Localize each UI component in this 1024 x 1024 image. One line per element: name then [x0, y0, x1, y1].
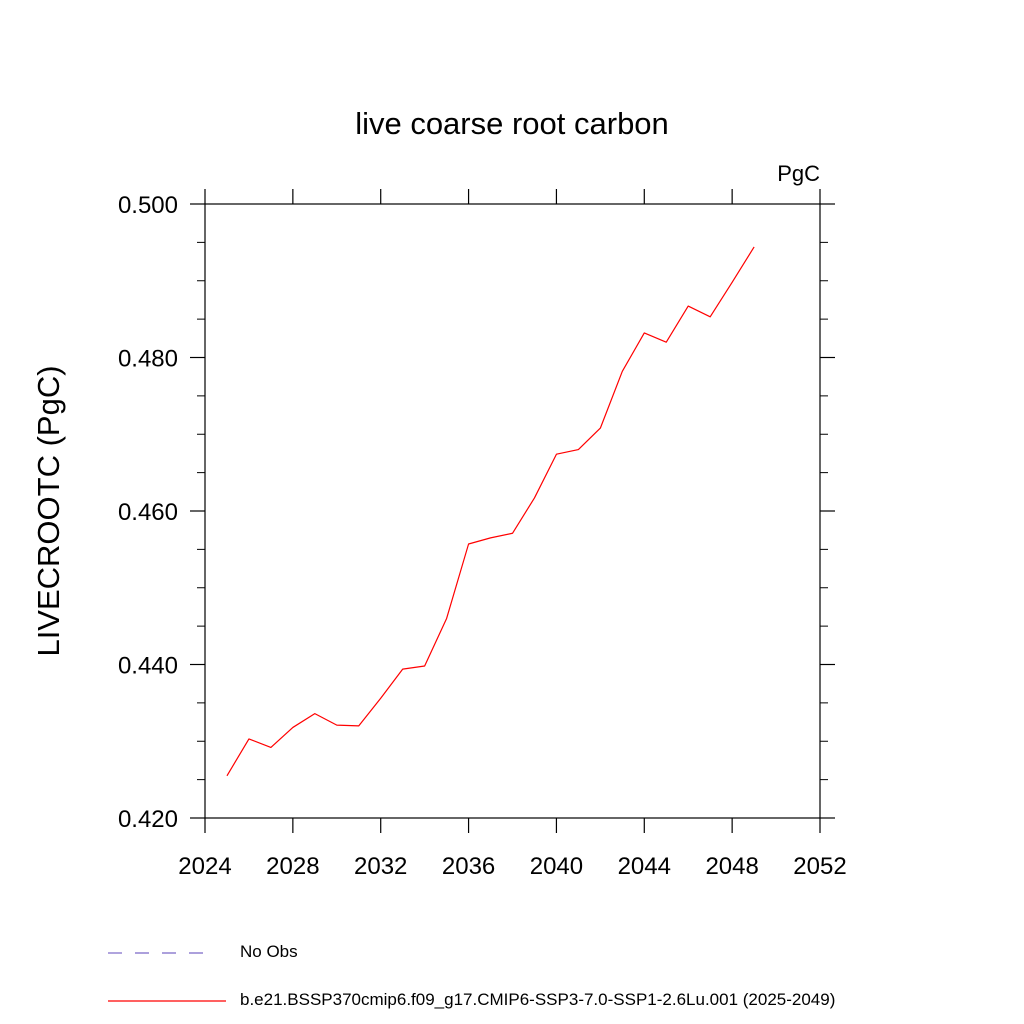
plot-frame — [204, 203, 821, 819]
x-tick-label: 2032 — [354, 853, 407, 880]
legend-label-no-obs: No Obs — [240, 942, 298, 961]
x-tick-label: 2028 — [266, 853, 319, 880]
x-tick-label: 2052 — [793, 853, 846, 880]
legend-label-series: b.e21.BSSP370cmip6.f09_g17.CMIP6-SSP3-7.… — [240, 990, 836, 1009]
axis-ticks — [190, 189, 835, 833]
series-layer — [226, 246, 755, 777]
x-tick-label: 2036 — [442, 853, 495, 880]
y-tick-label: 0.500 — [118, 192, 178, 219]
y-tick-label: 0.480 — [118, 346, 178, 373]
x-tick-label: 2044 — [618, 853, 671, 880]
units-label: PgC — [777, 161, 820, 186]
y-tick-label: 0.460 — [118, 499, 178, 526]
series-line — [226, 246, 755, 777]
x-tick-label: 2024 — [178, 853, 231, 880]
y-tick-label: 0.420 — [118, 806, 178, 833]
x-tick-label: 2048 — [705, 853, 758, 880]
x-tick-label: 2040 — [530, 853, 583, 880]
y-axis-label: LIVECROOTC (PgC) — [31, 365, 66, 656]
y-tick-label: 0.440 — [118, 653, 178, 680]
axis-tick-labels: 2024 2028 2032 2036 2040 2044 2048 2052 0.420 0.4… — [118, 192, 847, 880]
chart-title: live coarse root carbon — [355, 106, 669, 141]
